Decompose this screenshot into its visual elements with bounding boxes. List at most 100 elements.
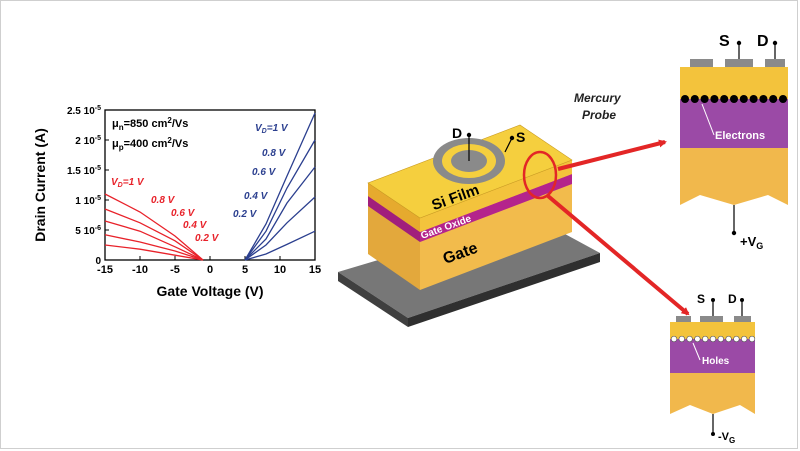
electron-dot <box>759 95 768 103</box>
arrow-to-electron-section <box>557 139 667 171</box>
y-tick-label: 1 10-5 <box>75 195 101 207</box>
electron-dot <box>681 95 689 103</box>
bot-xsec-drain-contact <box>734 316 751 322</box>
y-tick-label: 2.5 10-5 <box>67 105 101 117</box>
bot-xsec-left-contact <box>676 316 691 322</box>
hole-dot <box>733 335 740 343</box>
y-tick-label: 2 10-5 <box>75 135 101 147</box>
bot-xsec-channel <box>670 339 755 373</box>
p-series-0.6v <box>104 220 204 261</box>
electron-dot <box>779 95 787 103</box>
x-tick-label: -10 <box>132 264 148 276</box>
n-series-1v <box>244 112 316 261</box>
top-xsec-source-contact <box>725 59 753 67</box>
top-xsec-drain-dot <box>772 40 778 46</box>
electron-dot <box>739 95 748 103</box>
device-drain-label: D <box>452 125 462 141</box>
p-series-1v <box>104 193 204 261</box>
probe-region-highlight <box>522 150 558 200</box>
hole-dot <box>717 335 724 343</box>
substrate-plate-left-edge <box>338 272 408 327</box>
electrons-pointer <box>701 103 715 136</box>
hole-dot <box>741 335 748 343</box>
hole-dot <box>678 335 685 343</box>
top-xsec-gate <box>680 148 788 205</box>
hole-dot <box>694 335 701 343</box>
holes-label: Holes <box>702 356 730 367</box>
bot-xsec-source-label: S <box>697 292 705 306</box>
drain-probe-dot <box>466 132 472 138</box>
n-series-0.8v <box>244 139 316 261</box>
hole-dot <box>670 335 678 343</box>
electron-dot <box>720 95 729 103</box>
electron-cross-section: S D Electrons +VG <box>680 33 788 251</box>
top-xsec-si-film <box>680 67 788 99</box>
bot-xsec-si-film <box>670 322 755 339</box>
transfer-curve-chart: 0 5 10-6 1 10-5 1.5 10-5 2 10-5 2.5 10-5 -15 -… <box>32 105 321 299</box>
top-xsec-gate-dot <box>731 230 737 236</box>
electron-dot <box>710 95 719 103</box>
n-series-0.4v <box>244 196 316 261</box>
mercury-probe-label-line1: Mercury <box>574 91 622 105</box>
n-series-label-0.6v: 0.6 V <box>252 167 277 178</box>
source-probe-dot <box>509 135 515 141</box>
bot-xsec-drain-dot <box>740 298 744 302</box>
bot-xsec-drain-label: D <box>728 292 737 306</box>
p-series-label-0.6v: 0.6 V <box>171 208 196 219</box>
hole-dot <box>686 335 693 343</box>
n-series-label-0.8v: 0.8 V <box>262 148 287 159</box>
bot-xsec-bias-label: -VG <box>718 431 735 445</box>
x-tick-label: 15 <box>309 264 321 276</box>
hole-dot <box>702 335 709 343</box>
p-series-0.2v <box>104 244 204 261</box>
p-series-label-0.8v: 0.8 V <box>151 195 176 206</box>
electron-dot <box>769 95 778 103</box>
arrow-to-hole-section <box>546 194 690 316</box>
p-series-0.4v <box>104 234 204 261</box>
p-series-label-1v: VD=1 V <box>111 177 145 189</box>
n-series-label-0.2v: 0.2 V <box>233 209 258 220</box>
n-series-0.6v <box>244 166 316 261</box>
mobility-n-label: μn=850 cm2/Vs <box>112 116 188 132</box>
top-xsec-channel <box>680 99 788 148</box>
x-tick-label: 5 <box>242 264 248 276</box>
si-film-left <box>368 183 420 232</box>
x-tick-label: -5 <box>170 264 180 276</box>
n-series-0.2v <box>244 230 316 261</box>
hole-dot <box>748 335 756 343</box>
top-xsec-source-dot <box>736 40 742 46</box>
hole-cross-section: S D Holes -VG <box>670 292 756 445</box>
y-tick-label: 1.5 10-5 <box>67 165 101 177</box>
top-xsec-drain-label: D <box>757 33 769 50</box>
p-series-label-0.2v: 0.2 V <box>195 233 220 244</box>
bot-xsec-gate-dot <box>711 432 715 436</box>
device-source-label: S <box>516 129 525 145</box>
n-series-label-0.4v: 0.4 V <box>244 191 269 202</box>
top-xsec-bias-label: +VG <box>740 234 763 251</box>
mercury-probe-label-line2: Probe <box>582 108 616 122</box>
electron-row <box>681 95 787 103</box>
gate-oxide-left <box>368 196 420 242</box>
bot-xsec-source-contact <box>700 316 723 322</box>
mobility-p-label: μp=400 cm2/Vs <box>112 136 188 152</box>
source-probe-wire <box>504 137 513 153</box>
gate-oxide-front <box>420 174 572 242</box>
n-series-label-1v: VD=1 V <box>255 123 289 135</box>
si-film-front <box>420 160 572 232</box>
hole-dot <box>709 335 717 343</box>
x-axis-label: Gate Voltage (V) <box>156 283 263 299</box>
holes-pointer <box>692 342 701 361</box>
device-3d: D S Si Film Gate Oxide Gate <box>338 124 600 327</box>
x-tick-label: 0 <box>207 264 213 276</box>
electrons-label: Electrons <box>715 130 765 142</box>
top-xsec-drain-contact <box>765 59 785 67</box>
p-series-label-0.4v: 0.4 V <box>183 220 208 231</box>
top-xsec-left-contact <box>690 59 713 67</box>
hole-row <box>670 335 756 343</box>
y-tick-label: 0 <box>95 256 101 267</box>
y-tick-label: 5 10-6 <box>75 225 101 237</box>
top-xsec-source-label: S <box>719 33 730 50</box>
